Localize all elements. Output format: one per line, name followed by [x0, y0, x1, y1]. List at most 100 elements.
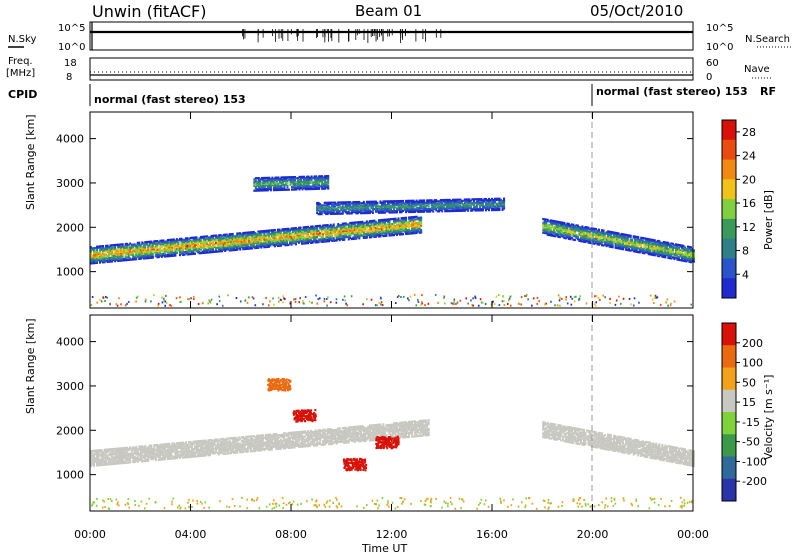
- power-echo-cell: [620, 245, 623, 248]
- power-echo-cell: [245, 231, 248, 234]
- power-echo-cell: [150, 247, 153, 251]
- power-echo-cell: [415, 209, 418, 212]
- power-echo-cell: [328, 240, 331, 243]
- power-echo-cell: [551, 222, 554, 225]
- power-echo-cell: [230, 242, 233, 246]
- power-echo-cell: [267, 238, 270, 241]
- power-echo-cell: [610, 244, 613, 247]
- power-echo-cell: [347, 229, 350, 232]
- power-echo-cell: [408, 209, 411, 212]
- power-echo-cell: [545, 222, 548, 225]
- power-echo-cell: [631, 238, 634, 241]
- power-echo-cell: [283, 176, 286, 179]
- power-echo-cell: [646, 251, 649, 254]
- power-echo-cell: [376, 205, 379, 208]
- power-echo-cell: [483, 197, 486, 201]
- power-echo-cell: [301, 237, 304, 240]
- power-echo-cell: [356, 226, 359, 229]
- power-echo-cell: [272, 177, 275, 181]
- power-echo-cell: [219, 239, 222, 242]
- power-echo-cell: [195, 249, 198, 253]
- power-echo-cell: [311, 241, 314, 244]
- power-echo-cell: [273, 243, 276, 247]
- power-echo-cell: [610, 239, 613, 242]
- power-echo-cell: [355, 227, 358, 230]
- power-echo-cell: [171, 242, 174, 245]
- power-echo-cell: [252, 244, 255, 247]
- power-echo-cell: [304, 231, 307, 234]
- power-echo-cell: [686, 248, 689, 251]
- power-echo-cell: [344, 234, 347, 237]
- power-echo-cell: [305, 228, 308, 231]
- power-echo-cell: [285, 243, 288, 247]
- power-echo-cell: [273, 233, 276, 237]
- power-echo-cell: [367, 232, 370, 235]
- power-echo-cell: [548, 232, 551, 235]
- power-echo-cell: [361, 230, 364, 233]
- power-echo-cell: [576, 228, 579, 231]
- power-echo-cell: [168, 246, 171, 249]
- power-echo-cell: [337, 224, 340, 227]
- power-echo-cell: [393, 225, 396, 228]
- power-echo-cell: [391, 211, 394, 214]
- power-echo-cell: [462, 203, 465, 206]
- power-echo-cell: [543, 231, 546, 235]
- power-echo-cell: [282, 239, 285, 242]
- power-echo-cell: [212, 249, 215, 252]
- power-echo-cell: [108, 256, 111, 260]
- power-echo-cell: [281, 239, 284, 242]
- power-noise-cell: [164, 304, 167, 307]
- power-echo-cell: [622, 236, 625, 240]
- power-echo-cell: [315, 182, 318, 186]
- power-echo-cell: [417, 200, 420, 203]
- power-echo-cell: [142, 254, 145, 258]
- power-echo-cell: [346, 206, 349, 209]
- power-echo-cell: [408, 230, 411, 233]
- power-noise-cell: [370, 298, 373, 301]
- power-echo-cell: [635, 238, 638, 241]
- power-echo-cell: [581, 237, 584, 241]
- power-echo-cell: [267, 236, 270, 240]
- power-echo-cell: [320, 205, 323, 208]
- power-noise-cell: [302, 299, 304, 302]
- power-echo-cell: [251, 243, 254, 246]
- power-echo-cell: [138, 252, 141, 256]
- power-echo-cell: [274, 179, 277, 182]
- power-echo-cell: [552, 221, 555, 224]
- power-echo-cell: [129, 249, 132, 253]
- power-echo-cell: [281, 183, 284, 186]
- power-echo-cell: [356, 210, 359, 214]
- power-echo-cell: [561, 224, 564, 227]
- power-echo-cell: [112, 244, 115, 247]
- power-echo-cell: [371, 232, 374, 235]
- power-echo-cell: [406, 228, 409, 232]
- power-echo-cell: [634, 250, 637, 253]
- power-echo-cell: [625, 248, 628, 251]
- power-echo-cell: [403, 230, 406, 233]
- power-echo-cell: [359, 208, 362, 211]
- power-echo-cell: [130, 246, 133, 249]
- power-echo-cell: [255, 244, 258, 247]
- power-echo-cell: [130, 252, 133, 255]
- power-echo-cell: [198, 250, 201, 254]
- power-echo-cell: [280, 182, 283, 185]
- power-echo-cell: [231, 232, 234, 236]
- power-echo-cell: [172, 238, 175, 241]
- power-echo-cell: [373, 224, 376, 227]
- power-echo-cell: [546, 220, 549, 223]
- power-echo-cell: [480, 209, 483, 212]
- power-echo-cell: [346, 212, 349, 215]
- power-echo-cell: [579, 232, 582, 235]
- power-echo-cell: [365, 205, 368, 208]
- power-echo-cell: [350, 202, 353, 205]
- power-echo-cell: [295, 230, 298, 233]
- power-echo-cell: [365, 221, 368, 224]
- power-echo-cell: [578, 232, 581, 235]
- power-echo-cell: [619, 246, 622, 249]
- power-echo-cell: [144, 249, 147, 252]
- power-echo-cell: [272, 235, 275, 238]
- power-echo-cell: [234, 248, 237, 251]
- power-echo-cell: [251, 231, 254, 234]
- power-echo-cell: [478, 198, 481, 201]
- power-echo-cell: [361, 228, 364, 231]
